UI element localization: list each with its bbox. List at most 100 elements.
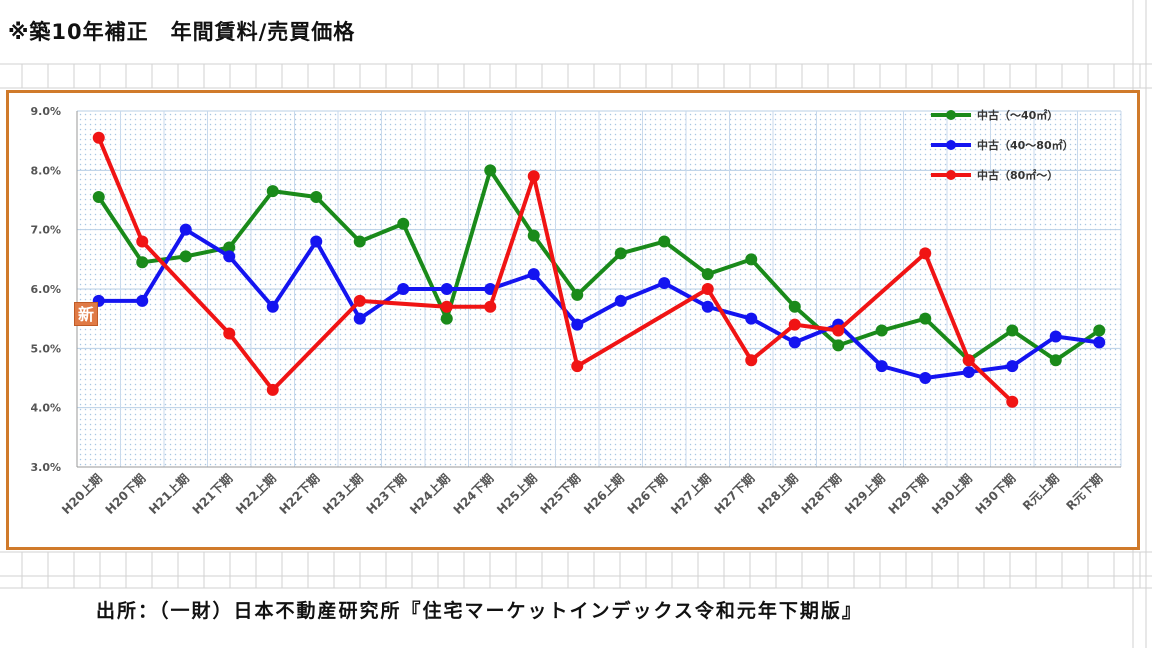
- data-point: [788, 336, 801, 349]
- line-chart: 3.0%4.0%5.0%6.0%7.0%8.0%9.0% H20上期H20下期H…: [30, 105, 1122, 517]
- data-point: [1049, 354, 1062, 367]
- legend-label: 中古（～40㎡）: [977, 108, 1058, 122]
- legend-marker: [946, 170, 956, 180]
- data-point: [832, 339, 845, 352]
- data-point: [223, 327, 236, 340]
- data-point: [919, 372, 932, 384]
- data-point: [788, 300, 801, 313]
- x-tick-label: H23下期: [363, 471, 409, 517]
- data-point: [527, 229, 540, 242]
- x-tick-label: H20上期: [58, 471, 104, 517]
- data-point: [745, 354, 758, 367]
- y-tick-label: 4.0%: [30, 402, 61, 415]
- y-axis: 3.0% 4.0% 5.0% 6.0% 7.0% 8.0% 9.0%: [30, 105, 1121, 474]
- data-point: [875, 324, 888, 337]
- data-point: [136, 294, 149, 307]
- data-point: [527, 268, 540, 281]
- data-point: [571, 360, 584, 373]
- data-point: [136, 256, 149, 269]
- y-tick-label: 9.0%: [30, 105, 61, 118]
- x-tick-label: H26下期: [624, 471, 670, 517]
- chart-gridlines: [76, 110, 1122, 468]
- data-point: [658, 235, 671, 248]
- data-point: [440, 300, 453, 313]
- legend: 中古（～40㎡） 中古（40～80㎡） 中古（80㎡～）: [931, 108, 1074, 182]
- data-point: [266, 300, 279, 313]
- data-point: [919, 247, 932, 260]
- data-point: [223, 241, 236, 254]
- data-point: [179, 223, 192, 236]
- y-tick-label: 7.0%: [30, 224, 61, 237]
- data-point: [701, 268, 714, 281]
- data-point: [1049, 330, 1062, 343]
- x-tick-label: H30下期: [972, 471, 1018, 517]
- data-point: [571, 318, 584, 331]
- data-point: [962, 366, 975, 379]
- data-point: [179, 250, 192, 263]
- y-tick-label: 3.0%: [30, 461, 61, 474]
- data-point: [614, 294, 627, 307]
- y-tick-label: 6.0%: [30, 283, 61, 296]
- data-point: [484, 164, 497, 177]
- x-tick-label: H24上期: [406, 471, 452, 517]
- data-point: [832, 324, 845, 337]
- source-note: 出所：（一財）日本不動産研究所『住宅マーケットインデックス令和元年下期版』: [96, 600, 863, 622]
- data-point: [92, 191, 105, 204]
- series-line-1: [98, 227, 1100, 380]
- x-tick-label: H25下期: [537, 471, 583, 517]
- data-point: [658, 277, 671, 290]
- x-tick-label: H29上期: [841, 471, 887, 517]
- data-point: [527, 170, 540, 183]
- new-badge: 新: [74, 302, 98, 326]
- x-tick-label: H22上期: [232, 471, 278, 517]
- data-point: [962, 354, 975, 367]
- x-tick-label: H28上期: [754, 471, 800, 517]
- legend-label: 中古（40～80㎡）: [977, 138, 1074, 152]
- data-point: [788, 318, 801, 331]
- legend-label: 中古（80㎡～）: [977, 168, 1058, 182]
- data-point: [136, 235, 149, 248]
- data-point: [1093, 324, 1106, 337]
- data-point: [875, 360, 888, 373]
- x-tick-label: H21上期: [145, 471, 191, 517]
- data-point: [266, 185, 279, 198]
- data-point: [92, 131, 105, 144]
- legend-marker: [946, 110, 956, 120]
- x-axis: H20上期H20下期H21上期H21下期H22上期H22下期H23上期H23下期…: [58, 471, 1105, 517]
- x-tick-label: H30上期: [928, 471, 974, 517]
- data-point: [310, 191, 323, 204]
- data-point: [745, 253, 758, 266]
- data-point: [310, 235, 323, 248]
- data-point: [353, 235, 366, 248]
- data-point: [397, 283, 410, 295]
- series-line-0: [97, 168, 1101, 363]
- data-point: [484, 300, 497, 313]
- x-tick-label: H25上期: [493, 471, 539, 517]
- data-point: [1093, 336, 1106, 349]
- data-point: [440, 312, 453, 325]
- data-point: [353, 312, 366, 325]
- y-tick-label: 8.0%: [30, 164, 61, 177]
- x-tick-label: H22下期: [276, 471, 322, 517]
- y-tick-label: 5.0%: [30, 342, 61, 355]
- x-tick-label: H27上期: [667, 471, 713, 517]
- data-point: [1006, 324, 1019, 337]
- data-point: [353, 294, 366, 307]
- series-lines: [92, 131, 1106, 408]
- x-tick-label: H27下期: [711, 471, 757, 517]
- data-point: [701, 283, 714, 295]
- page-title: ※築10年補正 年間賃料/売買価格: [8, 20, 356, 44]
- data-point: [1006, 395, 1019, 408]
- legend-marker: [946, 140, 956, 150]
- data-point: [1006, 360, 1019, 373]
- data-point: [701, 300, 714, 313]
- x-tick-label: H24下期: [450, 471, 496, 517]
- x-tick-label: H26上期: [580, 471, 626, 517]
- x-tick-label: H20下期: [102, 471, 148, 517]
- data-point: [266, 383, 279, 396]
- x-tick-label: R元下期: [1063, 471, 1106, 514]
- data-point: [223, 250, 236, 263]
- data-point: [919, 312, 932, 325]
- data-point: [397, 217, 410, 230]
- data-point: [440, 283, 453, 295]
